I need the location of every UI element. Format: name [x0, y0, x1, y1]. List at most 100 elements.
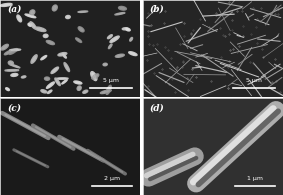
Ellipse shape: [11, 49, 19, 50]
Ellipse shape: [120, 7, 125, 9]
Ellipse shape: [9, 62, 12, 64]
Ellipse shape: [46, 40, 54, 45]
Ellipse shape: [108, 35, 112, 38]
Ellipse shape: [102, 90, 110, 93]
Ellipse shape: [17, 15, 22, 22]
Ellipse shape: [126, 28, 129, 30]
Ellipse shape: [78, 87, 80, 90]
Ellipse shape: [63, 80, 67, 83]
Ellipse shape: [92, 73, 96, 79]
Ellipse shape: [122, 28, 128, 30]
Ellipse shape: [31, 55, 37, 63]
Text: (d): (d): [150, 103, 165, 112]
Ellipse shape: [125, 28, 130, 31]
Ellipse shape: [107, 87, 110, 93]
Ellipse shape: [22, 76, 26, 78]
Ellipse shape: [77, 86, 81, 90]
Ellipse shape: [29, 24, 32, 26]
Ellipse shape: [59, 53, 65, 55]
Ellipse shape: [22, 76, 25, 78]
Ellipse shape: [75, 82, 81, 83]
Ellipse shape: [9, 64, 20, 68]
Text: 5 μm: 5 μm: [246, 78, 261, 83]
Text: 2 μm: 2 μm: [104, 176, 120, 182]
Ellipse shape: [30, 22, 36, 29]
Ellipse shape: [37, 28, 44, 31]
Ellipse shape: [8, 61, 13, 65]
Text: 5 μm: 5 μm: [103, 78, 119, 83]
Ellipse shape: [77, 39, 81, 42]
Ellipse shape: [6, 88, 9, 91]
Ellipse shape: [51, 67, 59, 74]
Ellipse shape: [46, 82, 54, 88]
Ellipse shape: [62, 53, 66, 58]
Ellipse shape: [108, 44, 112, 49]
Ellipse shape: [30, 10, 35, 15]
Ellipse shape: [32, 56, 36, 62]
Ellipse shape: [56, 79, 59, 84]
Ellipse shape: [103, 63, 107, 66]
Ellipse shape: [123, 28, 127, 29]
Ellipse shape: [67, 16, 69, 18]
Ellipse shape: [18, 16, 21, 21]
Ellipse shape: [129, 52, 137, 56]
Ellipse shape: [11, 74, 18, 76]
Ellipse shape: [6, 51, 11, 54]
Ellipse shape: [78, 11, 88, 12]
Ellipse shape: [7, 70, 17, 71]
Ellipse shape: [66, 15, 70, 19]
Ellipse shape: [53, 6, 56, 10]
Ellipse shape: [56, 78, 68, 79]
Ellipse shape: [115, 12, 125, 15]
Ellipse shape: [65, 64, 68, 70]
Ellipse shape: [78, 27, 84, 32]
Ellipse shape: [58, 78, 67, 79]
Ellipse shape: [110, 36, 119, 43]
Ellipse shape: [116, 13, 123, 14]
Ellipse shape: [35, 27, 46, 32]
Ellipse shape: [130, 38, 132, 41]
Ellipse shape: [52, 5, 57, 11]
Ellipse shape: [130, 52, 136, 55]
Text: (a): (a): [7, 5, 22, 14]
Ellipse shape: [48, 90, 52, 93]
Ellipse shape: [55, 78, 60, 86]
Text: (b): (b): [150, 5, 165, 14]
Ellipse shape: [79, 27, 83, 31]
Ellipse shape: [31, 23, 35, 28]
Ellipse shape: [112, 37, 118, 42]
Ellipse shape: [9, 49, 17, 54]
Ellipse shape: [42, 56, 46, 59]
Ellipse shape: [63, 54, 66, 57]
Ellipse shape: [25, 14, 36, 18]
Ellipse shape: [28, 23, 33, 26]
Ellipse shape: [83, 91, 87, 93]
Ellipse shape: [130, 37, 132, 41]
Ellipse shape: [76, 38, 82, 43]
Ellipse shape: [0, 3, 12, 6]
Ellipse shape: [6, 88, 9, 90]
Ellipse shape: [62, 80, 67, 84]
Ellipse shape: [109, 45, 112, 48]
Ellipse shape: [106, 85, 111, 94]
Ellipse shape: [5, 70, 19, 71]
Ellipse shape: [10, 49, 21, 51]
Ellipse shape: [2, 4, 10, 6]
Ellipse shape: [80, 11, 86, 12]
Ellipse shape: [41, 56, 47, 60]
Ellipse shape: [91, 72, 97, 81]
Ellipse shape: [2, 45, 7, 49]
Ellipse shape: [44, 35, 47, 37]
Ellipse shape: [119, 6, 127, 10]
Ellipse shape: [92, 74, 99, 79]
Ellipse shape: [42, 90, 46, 92]
Ellipse shape: [64, 63, 70, 72]
Ellipse shape: [100, 90, 111, 94]
Ellipse shape: [104, 64, 107, 65]
Ellipse shape: [93, 75, 98, 78]
Ellipse shape: [4, 50, 12, 55]
Ellipse shape: [117, 55, 123, 57]
Ellipse shape: [45, 78, 49, 80]
Ellipse shape: [12, 74, 17, 76]
Ellipse shape: [1, 44, 8, 50]
